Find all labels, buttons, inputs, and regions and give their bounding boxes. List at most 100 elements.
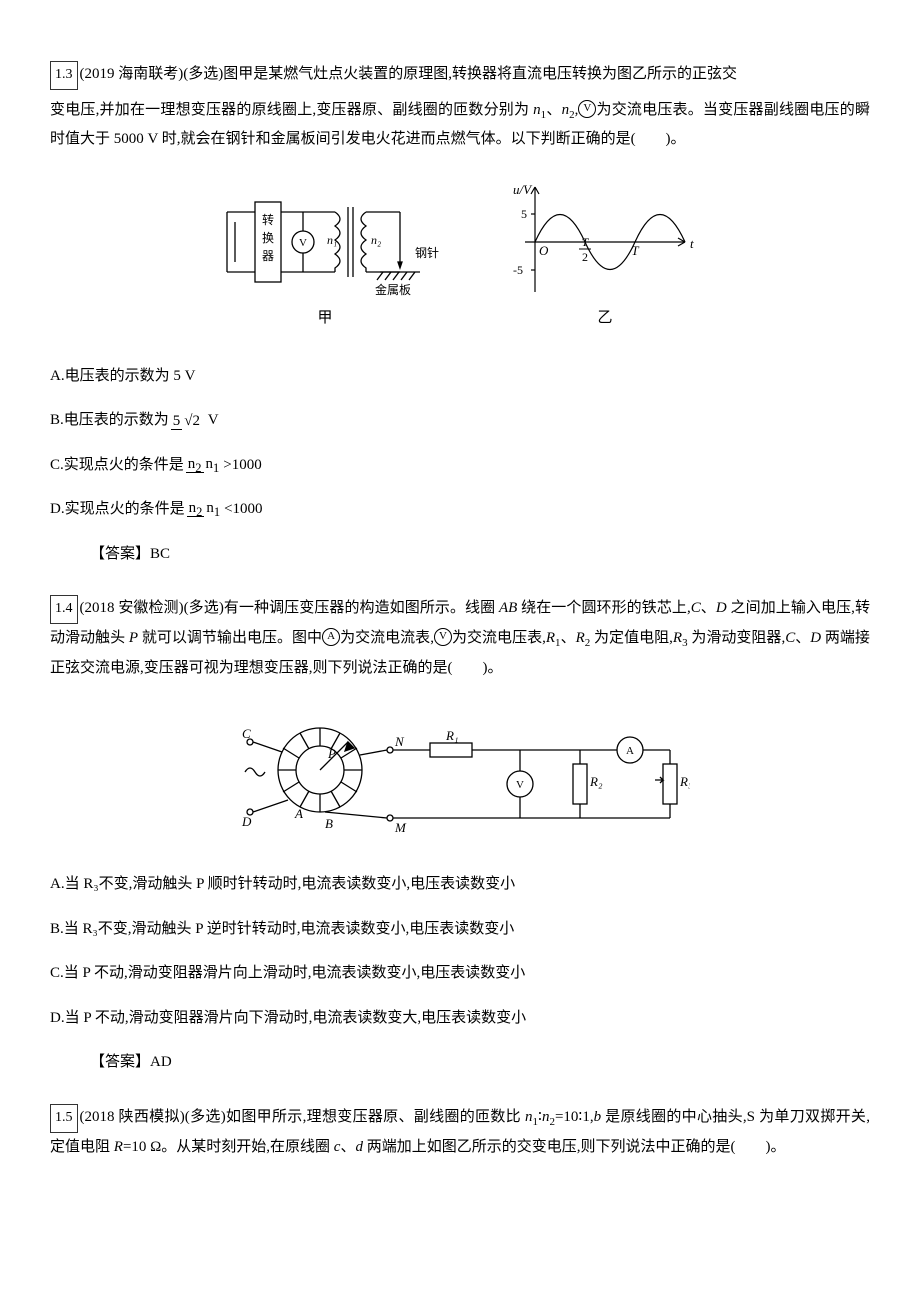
q1-b-post: V [204,412,219,428]
q2-R1: R [546,630,555,646]
q3-s1: 如图甲所示,理想变压器原、副线圈的匝数比 [226,1109,525,1125]
fig-n1: n₁ [327,233,337,247]
q1-meta: (2019 海南联考)(多选) [80,66,224,82]
q1-ans: BC [150,546,170,562]
q1-b-den: √2 [182,413,202,429]
fig2-a: A [626,745,634,757]
fig-v-icon: V [299,237,307,249]
q2-figure: C D P A B N M R₁ V R₂ A R₃ [50,700,870,850]
q3-n1: n [525,1109,533,1125]
fig2-N: N [394,734,405,749]
q3-ratio: =10∶1, [555,1109,594,1125]
q3-stem: 1.5(2018 陕西模拟)(多选)如图甲所示,理想变压器原、副线圈的匝数比 n… [50,1103,870,1161]
q2-C2: C [785,630,795,646]
q2-s7: 为定值电阻, [590,630,673,646]
svg-text:换: 换 [262,231,274,245]
fig2-A: A [294,806,303,821]
q3-R: R [114,1139,123,1155]
fig-y5: 5 [521,207,527,221]
q2-D: D [716,600,727,616]
fig2-R3: R₃ [679,774,690,789]
fig2-P: P [327,746,336,761]
voltmeter-icon-2: V [434,628,452,646]
q1-ans-label: 【答案】 [90,546,150,562]
q2-C: C [691,600,701,616]
svg-text:器: 器 [262,249,274,263]
q2-stem: 1.4(2018 安徽检测)(多选)有一种调压变压器的构造如图所示。线圈 AB … [50,594,870,682]
q1-c-den: n1 [204,456,222,472]
q2-P: P [129,630,138,646]
q2-R1s: 1 [555,637,561,649]
q1-n2s: 2 [569,109,575,121]
q3-rval: =10 Ω。从某时刻开始,在原线圈 [123,1139,334,1155]
fig-plate-label: 金属板 [375,282,411,297]
q3-number: 1.5 [50,1104,78,1133]
fig2-R2: R₂ [589,774,603,789]
q1-n1s: 1 [541,109,547,121]
q2-ans: AD [150,1054,172,1070]
q2-s5: 为交流电流表, [340,630,434,646]
q1-b-pre: B.电压表的示数为 [50,412,169,428]
q2-AB: AB [499,600,517,616]
q2-option-b: B.当 R₃不变,滑动触头 P 逆时针转动时,电流表读数变小,电压表读数变小 [50,915,870,944]
q1-option-d: D.实现点火的条件是n2n1<1000 [50,495,870,524]
q1-d-pre: D.实现点火的条件是 [50,501,185,517]
fig2-C: C [242,726,251,741]
q2-option-d: D.当 P 不动,滑动变阻器滑片向下滑动时,电流表读数变大,电压表读数变小 [50,1004,870,1033]
q1-b-num: 5 [171,413,183,430]
q1-stem-cont: 变电压,并加在一理想变压器的原线圈上,变压器原、副线圈的匝数分别为 n1、n2,… [50,96,870,154]
q1-c-post: >1000 [223,457,261,473]
q3-meta: (2018 陕西模拟)(多选) [80,1109,226,1125]
q1-answer: 【答案】BC [90,540,870,569]
q1-d-den: n1 [204,500,222,516]
q2-ans-label: 【答案】 [90,1054,150,1070]
fig2-R1: R₁ [445,728,458,743]
fig-cap-left: 甲 [317,310,332,326]
fig-T2d: 2 [582,250,588,264]
q1-n1: n [533,102,541,118]
fig-cap-right: 乙 [597,310,612,326]
q3-s3: 两端加上如图乙所示的交变电压,则下列说法中正确的是( )。 [363,1139,786,1155]
fig2-B: B [325,816,333,831]
q1-n2: n [562,102,570,118]
q1-d-num: n2 [187,500,205,517]
q2-s6: 为交流电压表, [452,630,546,646]
fig2-M: M [394,820,407,835]
q1-number: 1.3 [50,61,78,90]
q2-s1: 有一种调压变压器的构造如图所示。线圈 [224,600,499,616]
fig2-D: D [241,814,252,829]
fig-needle-label: 钢针 [415,245,439,260]
q2-option-c: C.当 P 不动,滑动变阻器滑片向上滑动时,电流表读数变小,电压表读数变小 [50,959,870,988]
q2-number: 1.4 [50,595,78,624]
q1-figure: 转 换 器 V n₁ n₂ 钢针 金属板 甲 u/V 5 -5 O T 2 [50,172,870,342]
q3-b: b [594,1109,602,1125]
q2-D2: D [810,630,821,646]
fig-T: T [631,243,639,258]
q2-s2: 绕在一个圆环形的铁芯上, [517,600,690,616]
q1-stem: 1.3(2019 海南联考)(多选)图甲是某燃气灶点火装置的原理图,转换器将直流… [50,60,870,90]
q2-s4: 就可以调节输出电压。图中 [138,630,322,646]
q2-R2: R [576,630,585,646]
q1-option-b: B.电压表的示数为5√2 V [50,406,870,435]
q3-d: d [355,1139,363,1155]
q1-c-pre: C.实现点火的条件是 [50,457,184,473]
q1-d-post: <1000 [224,501,262,517]
q1-stem1: 图甲是某燃气灶点火装置的原理图,转换器将直流电压转换为图乙所示的正弦交 [223,66,737,82]
q2-R3: R [673,630,682,646]
fig-uv: u/V [513,182,533,197]
q1-option-a: A.电压表的示数为 5 V [50,362,870,391]
q2-meta: (2018 安徽检测)(多选) [80,600,224,616]
q1-c-num: n2 [186,456,204,473]
voltmeter-icon: V [578,100,596,118]
fig-ym5: -5 [513,263,523,277]
fig2-v: V [516,779,524,791]
ammeter-icon: A [322,628,340,646]
q3-n1s: 1 [533,1116,539,1128]
fig-n2: n₂ [371,233,381,247]
q1-option-c: C.实现点火的条件是n2n1>1000 [50,451,870,480]
q1-stem2: 变电压,并加在一理想变压器的原线圈上,变压器原、副线圈的匝数分别为 [50,102,533,118]
fig-O: O [539,243,549,258]
fig-t: t [690,236,694,251]
q2-answer: 【答案】AD [90,1048,870,1077]
q3-c: c [334,1139,341,1155]
